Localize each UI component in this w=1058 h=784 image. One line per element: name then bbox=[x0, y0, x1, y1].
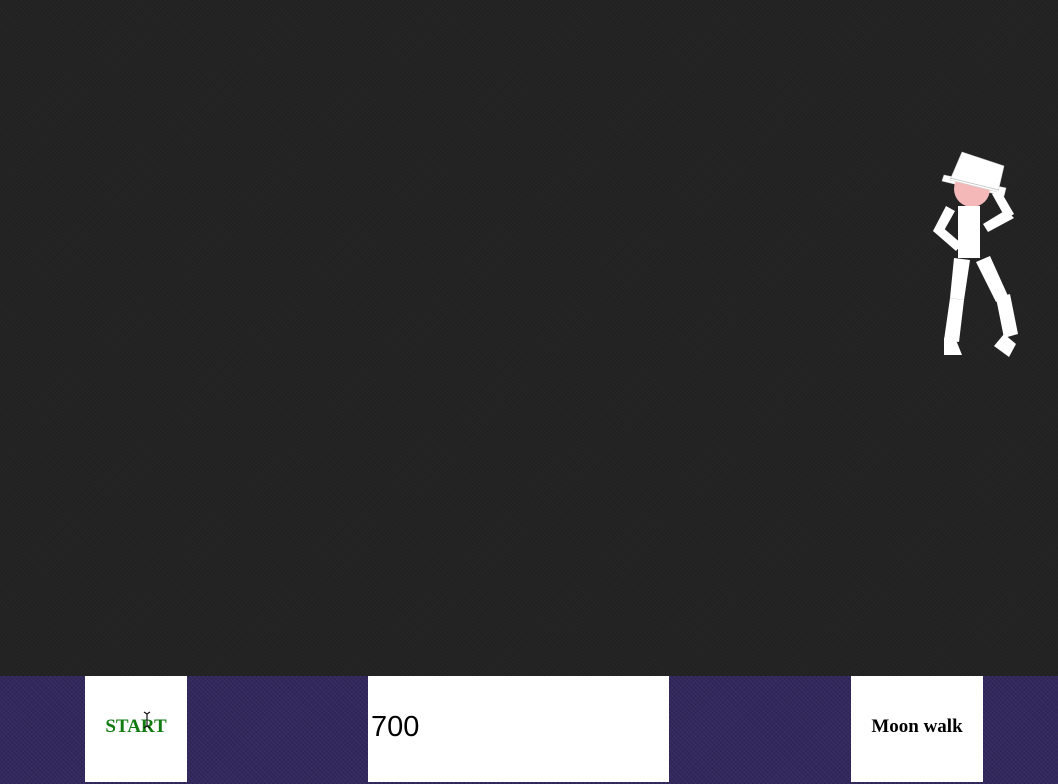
dancer-figure bbox=[933, 151, 1018, 357]
control-bar: START Moon walk bbox=[0, 676, 1058, 784]
moonwalk-button[interactable]: Moon walk bbox=[851, 676, 983, 782]
dancer-left-thigh bbox=[950, 258, 970, 300]
dancer-left-shin bbox=[944, 298, 964, 342]
dancer-right-forearm bbox=[983, 210, 1014, 232]
text-cursor-icon bbox=[143, 711, 151, 729]
dancer-right-thigh bbox=[976, 256, 1008, 302]
dancer-left-forearm bbox=[933, 226, 962, 251]
dancer-right-shin bbox=[996, 294, 1018, 338]
dancer-right-upper-arm bbox=[992, 190, 1014, 219]
speed-input[interactable] bbox=[368, 676, 669, 782]
dancer-torso bbox=[958, 206, 980, 258]
dancer-right-foot bbox=[994, 334, 1016, 357]
start-button[interactable]: START bbox=[85, 676, 187, 782]
dancer-left-foot bbox=[944, 338, 962, 355]
dance-stage bbox=[0, 0, 1058, 676]
